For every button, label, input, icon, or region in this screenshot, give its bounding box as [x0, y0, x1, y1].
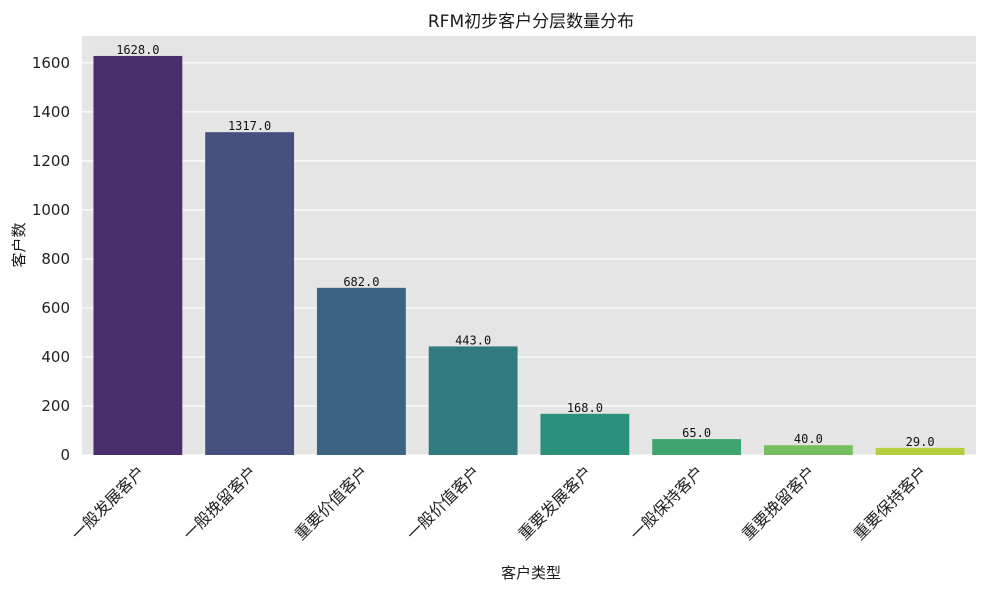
y-tick-label: 400 [41, 348, 70, 366]
x-tick-label: 重要保持客户 [850, 462, 931, 543]
bar-value-label: 168.0 [567, 401, 603, 415]
bar-value-label: 682.0 [343, 275, 379, 289]
chart-title: RFM初步客户分层数量分布 [428, 12, 634, 32]
x-tick-label: 一般发展客户 [67, 462, 148, 543]
bar [428, 346, 518, 455]
bar [540, 413, 630, 455]
bar-value-labels: 1628.0 1317.0 682.0 443.0 168.0 65.0 40.0 29.0 [116, 43, 934, 449]
bar-value-label: 443.0 [455, 333, 491, 347]
bar [316, 287, 406, 455]
bar [875, 447, 965, 455]
y-tick-label: 1000 [32, 201, 70, 219]
x-tick-label: 重要挽留客户 [738, 462, 819, 543]
bar [205, 132, 295, 455]
y-axis-label: 客户数 [10, 222, 28, 267]
bar-value-label: 65.0 [682, 426, 711, 440]
x-tick-label: 一般价值客户 [403, 462, 484, 543]
x-tick-label: 一般保持客户 [626, 462, 707, 543]
x-tick-label: 一般挽留客户 [179, 462, 260, 543]
y-tick-label: 0 [60, 446, 70, 464]
x-axis-ticks: 一般发展客户 一般挽留客户 重要价值客户 一般价值客户 重要发展客户 一般保持客户 重要挽留… [67, 462, 931, 543]
bar-value-label: 40.0 [794, 432, 823, 446]
bar-value-label: 1317.0 [228, 119, 271, 133]
bar-value-label: 1628.0 [116, 43, 159, 57]
y-tick-label: 1200 [32, 152, 70, 170]
x-axis-label: 客户类型 [501, 564, 561, 582]
y-tick-label: 200 [41, 397, 70, 415]
y-tick-label: 600 [41, 299, 70, 317]
x-tick-label: 重要发展客户 [514, 462, 595, 543]
bar [93, 55, 183, 455]
y-tick-label: 1600 [32, 54, 70, 72]
bar-value-label: 29.0 [906, 435, 935, 449]
bars [93, 55, 965, 455]
y-tick-label: 1400 [32, 103, 70, 121]
bar [763, 445, 853, 455]
y-tick-label: 800 [41, 250, 70, 268]
x-tick-label: 重要价值客户 [291, 462, 372, 543]
y-axis-ticks: 0 200 400 600 800 1000 1200 1400 1600 [32, 54, 70, 464]
bar [652, 439, 742, 455]
